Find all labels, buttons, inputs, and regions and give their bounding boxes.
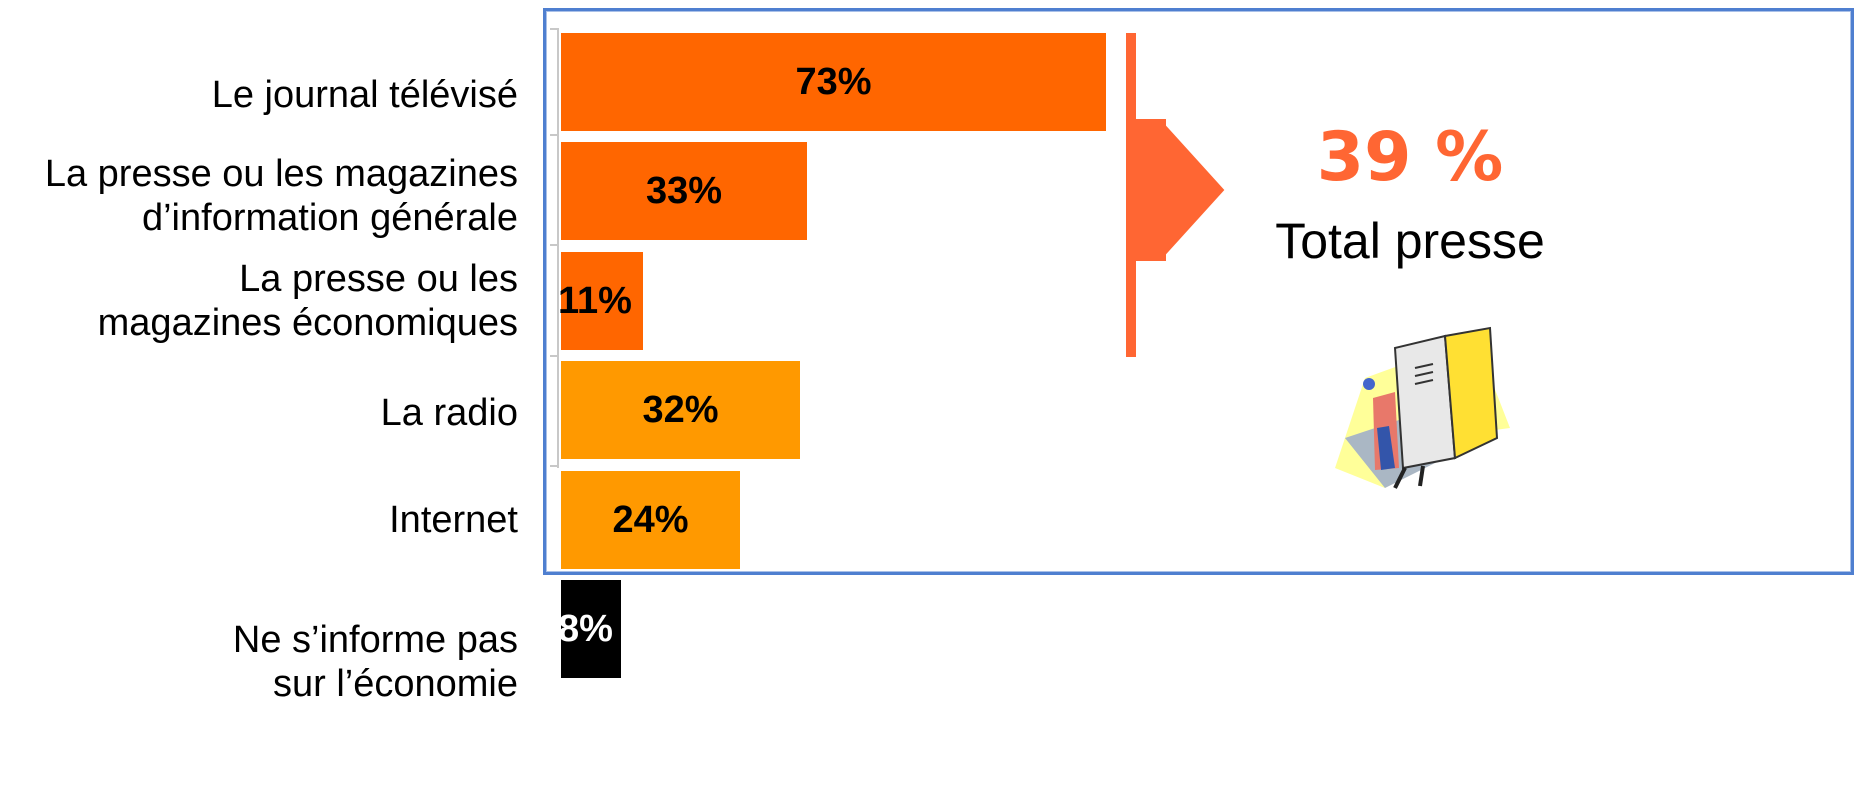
bracket-arrow-shape xyxy=(1126,33,1225,357)
category-label-3: La presse ou les magazines économiques xyxy=(97,258,518,344)
total-presse-value: 39 % xyxy=(1316,118,1504,197)
category-label-5: Internet xyxy=(389,499,518,541)
total-presse-label: Total presse xyxy=(1275,213,1545,269)
bar-2 xyxy=(561,142,807,240)
y-axis-tick-1 xyxy=(550,28,558,30)
bar-value-label-3: 11% xyxy=(558,280,632,322)
bar-6 xyxy=(561,580,621,678)
bar-value-label-6: 8% xyxy=(558,608,613,650)
bar-value-label-2: 33% xyxy=(645,170,723,212)
y-axis-tick-3 xyxy=(550,244,558,246)
category-label-1: Le journal télévisé xyxy=(211,74,518,116)
y-axis-line xyxy=(557,28,559,468)
bracket-arrow xyxy=(1126,33,1225,357)
y-axis-tick-4 xyxy=(550,355,558,357)
person-reading-newspaper-icon xyxy=(1335,326,1510,489)
chart-panel xyxy=(543,8,1854,575)
bar-value-label-5: 24% xyxy=(612,499,689,541)
y-axis-tick-5 xyxy=(550,465,558,467)
category-label-6: Ne s’informe pas sur l’économie xyxy=(232,619,518,705)
bar-value-label-1: 73% xyxy=(795,61,872,103)
category-label-4: La radio xyxy=(380,392,518,434)
bar-5 xyxy=(561,471,740,569)
bar-3 xyxy=(561,252,643,350)
y-axis-tick-2 xyxy=(550,134,558,136)
bar-value-label-4: 32% xyxy=(642,389,719,431)
bar-4 xyxy=(561,361,800,459)
bar-1 xyxy=(561,33,1106,131)
category-label-2: La presse ou les magazines d’information… xyxy=(44,153,518,239)
